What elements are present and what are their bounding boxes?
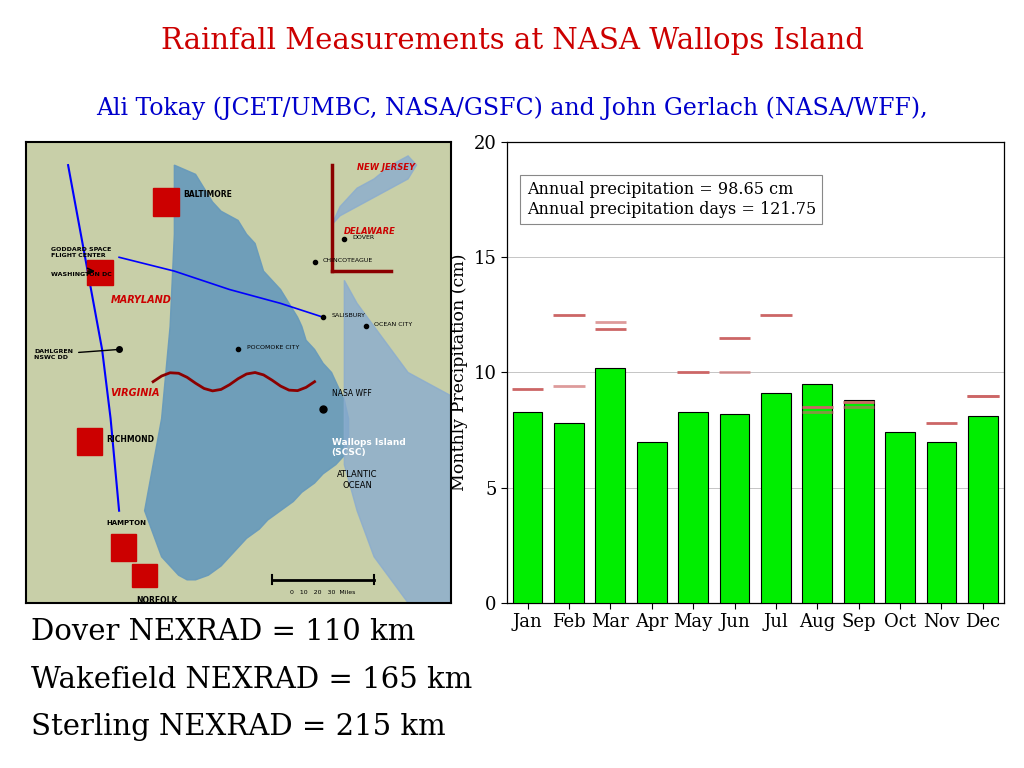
Text: MARYLAND: MARYLAND xyxy=(111,296,171,306)
Polygon shape xyxy=(111,534,136,561)
Text: RICHMOND: RICHMOND xyxy=(106,435,155,444)
Bar xyxy=(803,384,833,603)
Y-axis label: Monthly Precipitation (cm): Monthly Precipitation (cm) xyxy=(451,253,468,492)
Bar xyxy=(885,432,915,603)
Text: Annual precipitation = 98.65 cm
Annual precipitation days = 121.75: Annual precipitation = 98.65 cm Annual p… xyxy=(526,181,816,218)
Text: Ali Tokay (JCET/UMBC, NASA/GSFC) and John Gerlach (NASA/WFF),: Ali Tokay (JCET/UMBC, NASA/GSFC) and Joh… xyxy=(96,96,928,120)
Text: Dover NEXRAD = 110 km: Dover NEXRAD = 110 km xyxy=(31,618,415,646)
Text: POCOMOKE CITY: POCOMOKE CITY xyxy=(247,346,299,350)
Bar xyxy=(761,393,791,603)
Text: NASA WFF: NASA WFF xyxy=(332,389,372,398)
Text: Wallops Island
(SCSC): Wallops Island (SCSC) xyxy=(332,438,406,458)
Polygon shape xyxy=(332,156,417,225)
Text: SALISBURY: SALISBURY xyxy=(332,313,366,318)
Bar xyxy=(595,368,626,603)
Polygon shape xyxy=(87,260,113,285)
Text: 0   10   20   30  Miles: 0 10 20 30 Miles xyxy=(291,590,355,594)
Text: NEW JERSEY: NEW JERSEY xyxy=(357,163,415,172)
Text: ATLANTIC
OCEAN: ATLANTIC OCEAN xyxy=(337,470,377,490)
Text: NORFOLK: NORFOLK xyxy=(136,596,177,605)
Text: GODDARD SPACE
FLIGHT CENTER: GODDARD SPACE FLIGHT CENTER xyxy=(51,247,112,258)
Bar xyxy=(927,442,956,603)
Text: VIRGINIA: VIRGINIA xyxy=(111,388,160,398)
Text: Sterling NEXRAD = 215 km: Sterling NEXRAD = 215 km xyxy=(31,713,445,741)
Text: OCEAN CITY: OCEAN CITY xyxy=(374,323,413,327)
Text: WASHINGTON DC: WASHINGTON DC xyxy=(51,272,112,276)
Text: DELAWARE: DELAWARE xyxy=(344,227,396,237)
Bar xyxy=(678,412,708,603)
Polygon shape xyxy=(77,428,102,455)
Polygon shape xyxy=(144,165,348,580)
Text: CHINCOTEAGUE: CHINCOTEAGUE xyxy=(324,258,374,263)
Bar xyxy=(720,414,750,603)
Bar xyxy=(513,412,543,603)
Text: Rainfall Measurements at NASA Wallops Island: Rainfall Measurements at NASA Wallops Is… xyxy=(161,27,863,55)
Bar xyxy=(554,423,584,603)
Text: DAHLGREN
NSWC DD: DAHLGREN NSWC DD xyxy=(34,349,117,359)
Bar xyxy=(637,442,667,603)
Text: Wakefield NEXRAD = 165 km: Wakefield NEXRAD = 165 km xyxy=(31,666,472,694)
Bar xyxy=(844,400,873,603)
Polygon shape xyxy=(132,564,158,587)
Text: BALTIMORE: BALTIMORE xyxy=(183,190,231,200)
Polygon shape xyxy=(344,280,451,603)
Polygon shape xyxy=(154,188,178,216)
Text: HAMPTON: HAMPTON xyxy=(106,519,146,525)
Bar xyxy=(968,416,997,603)
Text: DOVER: DOVER xyxy=(353,235,375,240)
